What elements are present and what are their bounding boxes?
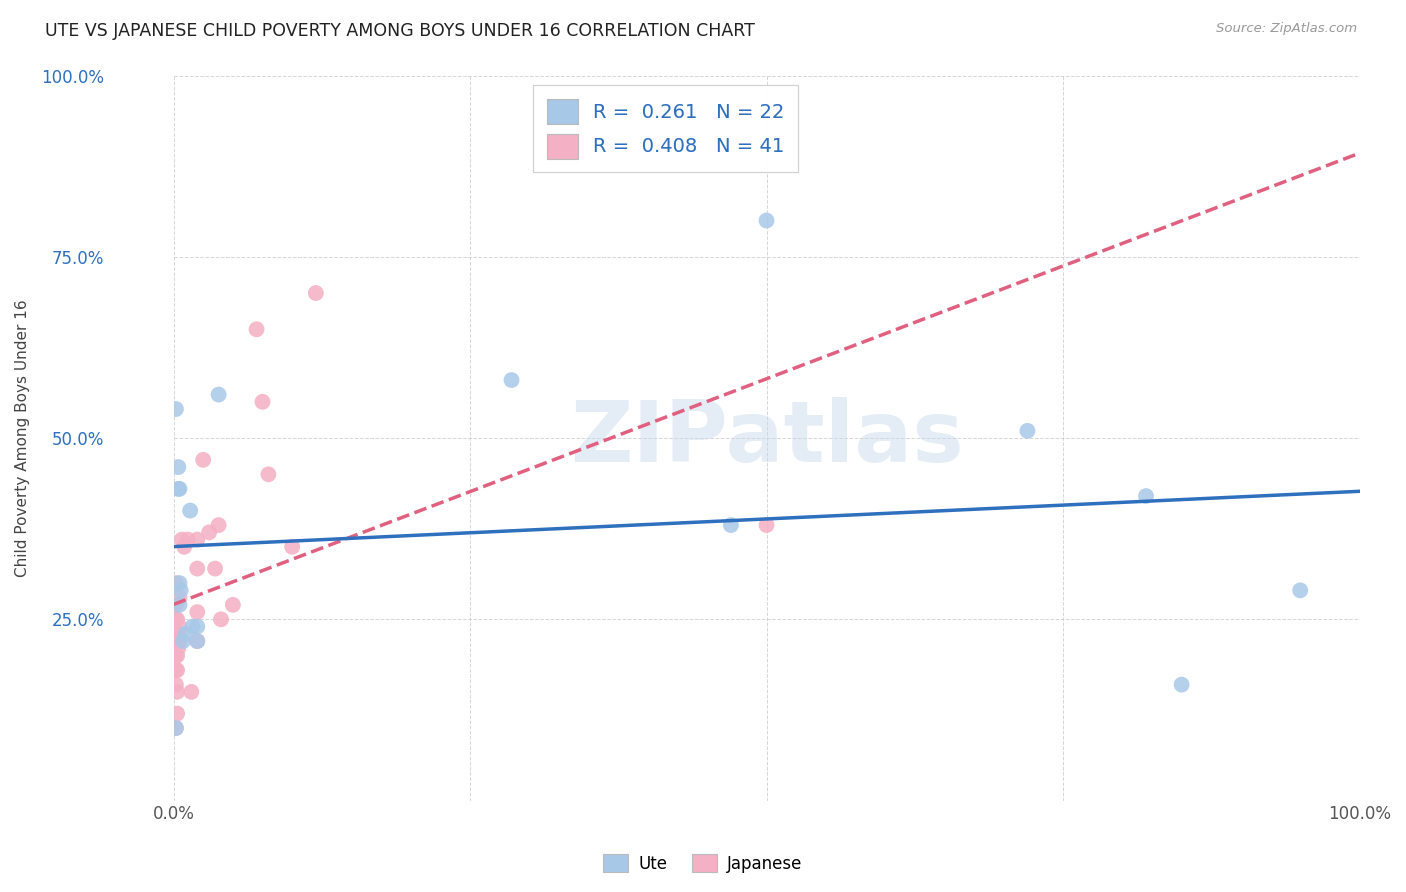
Point bbox=[165, 721, 187, 735]
Y-axis label: Child Poverty Among Boys Under 16: Child Poverty Among Boys Under 16 bbox=[15, 299, 30, 577]
Point bbox=[207, 518, 229, 533]
Point bbox=[169, 591, 191, 605]
Point bbox=[165, 612, 187, 626]
Point bbox=[186, 533, 208, 547]
Point bbox=[174, 627, 197, 641]
Point bbox=[166, 634, 188, 648]
Point bbox=[166, 685, 188, 699]
Point bbox=[180, 685, 202, 699]
Point bbox=[186, 561, 208, 575]
Point bbox=[169, 482, 191, 496]
Point bbox=[501, 373, 523, 387]
Point bbox=[720, 518, 742, 533]
Text: Source: ZipAtlas.com: Source: ZipAtlas.com bbox=[1216, 22, 1357, 36]
Text: UTE VS JAPANESE CHILD POVERTY AMONG BOYS UNDER 16 CORRELATION CHART: UTE VS JAPANESE CHILD POVERTY AMONG BOYS… bbox=[45, 22, 755, 40]
Point bbox=[163, 648, 186, 663]
Point bbox=[198, 525, 221, 540]
Point bbox=[207, 387, 229, 401]
Point bbox=[165, 627, 187, 641]
Point bbox=[755, 213, 778, 227]
Point bbox=[755, 518, 778, 533]
Point bbox=[165, 721, 187, 735]
Point bbox=[166, 663, 188, 677]
Point bbox=[204, 561, 226, 575]
Point bbox=[252, 394, 274, 409]
Point bbox=[166, 648, 188, 663]
Point bbox=[167, 482, 190, 496]
Point bbox=[169, 576, 191, 591]
Point bbox=[167, 460, 190, 475]
Point bbox=[167, 641, 190, 656]
Point bbox=[245, 322, 267, 336]
Point bbox=[179, 503, 201, 517]
Point bbox=[163, 634, 186, 648]
Point bbox=[186, 634, 208, 648]
Point bbox=[173, 540, 195, 554]
Point bbox=[166, 612, 188, 626]
Legend: Ute, Japanese: Ute, Japanese bbox=[596, 847, 810, 880]
Point bbox=[169, 634, 191, 648]
Point bbox=[1170, 677, 1192, 691]
Point bbox=[209, 612, 232, 626]
Point bbox=[165, 598, 187, 612]
Point bbox=[165, 677, 187, 691]
Point bbox=[305, 286, 328, 301]
Point bbox=[169, 598, 191, 612]
Point bbox=[186, 605, 208, 619]
Point bbox=[181, 619, 204, 633]
Point bbox=[222, 598, 245, 612]
Point bbox=[281, 540, 304, 554]
Point bbox=[170, 533, 193, 547]
Point bbox=[193, 452, 215, 467]
Point bbox=[169, 619, 191, 633]
Point bbox=[1135, 489, 1157, 503]
Point bbox=[186, 634, 208, 648]
Point bbox=[166, 706, 188, 721]
Legend: R =  0.261   N = 22, R =  0.408   N = 41: R = 0.261 N = 22, R = 0.408 N = 41 bbox=[533, 86, 799, 172]
Text: ZIPatlas: ZIPatlas bbox=[569, 397, 963, 480]
Point bbox=[177, 533, 200, 547]
Point bbox=[257, 467, 280, 482]
Point bbox=[165, 648, 187, 663]
Point bbox=[170, 583, 193, 598]
Point bbox=[1017, 424, 1039, 438]
Point bbox=[1289, 583, 1312, 598]
Point bbox=[165, 576, 187, 591]
Point bbox=[172, 634, 194, 648]
Point bbox=[165, 402, 187, 417]
Point bbox=[167, 627, 190, 641]
Point bbox=[165, 663, 187, 677]
Point bbox=[186, 619, 208, 633]
